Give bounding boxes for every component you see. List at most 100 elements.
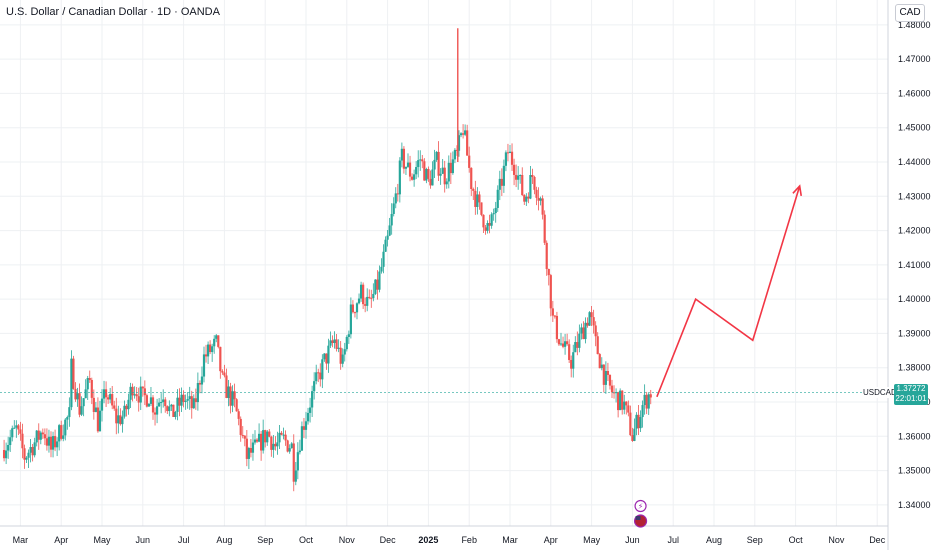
candle-body xyxy=(543,214,546,243)
lightning-event-icon[interactable] xyxy=(634,499,647,513)
candle-body xyxy=(247,448,250,459)
candle-body xyxy=(537,197,540,201)
candle-body xyxy=(557,339,561,345)
event-markers[interactable]: ⚡ xyxy=(633,499,648,528)
projection-arrowhead xyxy=(792,184,803,197)
candle-body xyxy=(506,152,510,154)
candle-body xyxy=(43,434,46,439)
candle-body xyxy=(478,194,481,203)
candle-body xyxy=(286,440,289,452)
candle-body xyxy=(117,415,120,424)
candle-body xyxy=(396,193,399,195)
candle-body xyxy=(362,284,365,305)
candle-body xyxy=(384,239,387,252)
candle-body xyxy=(586,322,589,326)
candle-body xyxy=(31,447,34,456)
candle-body xyxy=(402,148,406,169)
candle-body xyxy=(164,399,167,407)
candle-body xyxy=(21,433,24,449)
candle-body xyxy=(178,397,181,406)
candle-body xyxy=(194,398,197,403)
price-tick-label: 1.45000 xyxy=(898,123,931,133)
candle-body xyxy=(141,386,144,389)
candle-body xyxy=(121,416,124,425)
time-tick-label: Jun xyxy=(625,535,640,545)
candle-body xyxy=(276,442,279,447)
candle-body xyxy=(476,194,479,207)
candle-body xyxy=(606,371,610,375)
time-tick-label: May xyxy=(93,535,111,545)
candle-body xyxy=(192,398,195,409)
candle-body xyxy=(84,389,87,399)
candle-body xyxy=(315,372,318,382)
price-tick-label: 1.34000 xyxy=(898,500,931,510)
candle-body xyxy=(590,312,593,318)
bar-countdown: 22:01:01 xyxy=(895,393,927,403)
candle-body xyxy=(184,400,187,402)
candle-body xyxy=(423,161,426,181)
candle-body xyxy=(213,338,216,347)
time-tick-label: Nov xyxy=(828,535,845,545)
candle-body xyxy=(137,396,140,403)
candle-body xyxy=(290,443,293,449)
candle-body xyxy=(596,336,599,355)
candle-body xyxy=(374,279,377,294)
candle-body xyxy=(464,130,467,135)
candle-body xyxy=(572,352,575,369)
candle-body xyxy=(251,442,255,453)
candle-body xyxy=(98,410,102,432)
candle-body xyxy=(51,436,55,450)
candle-body xyxy=(337,347,340,349)
candle-body xyxy=(190,396,193,409)
candle-body xyxy=(270,436,273,450)
candle-body xyxy=(115,408,118,424)
candle-body xyxy=(331,340,334,344)
candle-body xyxy=(37,430,40,440)
candle-body xyxy=(533,176,536,190)
candle-body xyxy=(66,417,69,420)
price-axis[interactable]: 1.48000 1.47000 1.46000 1.45000 1.44000 1.430… xyxy=(898,20,931,510)
candle-body xyxy=(215,335,218,339)
price-tick-label: 1.35000 xyxy=(898,466,931,476)
candle-body xyxy=(604,371,607,385)
candle-body xyxy=(188,396,191,400)
candle-body xyxy=(172,404,175,417)
candle-body xyxy=(133,394,136,396)
time-axis[interactable]: Mar Apr May Jun Jul Aug Sep Oct Nov Dec 2025 Feb Mar… xyxy=(13,535,886,545)
candle-body xyxy=(443,167,446,185)
candle-body xyxy=(541,198,544,215)
candle-body xyxy=(453,149,457,160)
candle-body xyxy=(345,336,348,350)
candle-body xyxy=(574,342,577,353)
candle-body xyxy=(500,178,503,186)
candle-body xyxy=(180,394,183,406)
candle-body xyxy=(553,315,556,317)
price-tick-label: 1.48000 xyxy=(898,20,931,30)
candle-body xyxy=(68,407,71,418)
candle-body xyxy=(113,405,116,409)
candle-body xyxy=(341,354,344,364)
currency-selector[interactable]: CAD xyxy=(895,4,925,22)
candle-body xyxy=(510,151,514,165)
candle-body xyxy=(386,235,389,240)
candle-body xyxy=(380,266,383,272)
candle-body xyxy=(219,346,222,372)
candle-body xyxy=(306,412,310,422)
candle-body xyxy=(39,432,42,440)
candle-body xyxy=(472,189,475,191)
time-tick-label: Jul xyxy=(178,535,190,545)
candle-body xyxy=(592,317,595,326)
candle-body xyxy=(490,214,493,226)
candle-body xyxy=(461,133,465,135)
candle-body xyxy=(253,439,257,443)
candle-body xyxy=(170,404,173,407)
candle-body xyxy=(229,386,232,406)
candle-body xyxy=(508,151,512,154)
time-tick-label: Sep xyxy=(257,535,273,545)
candle-body xyxy=(49,436,53,450)
candle-body xyxy=(298,450,301,453)
candle-body xyxy=(631,435,634,441)
candle-body xyxy=(515,174,518,180)
candle-body xyxy=(421,159,424,162)
